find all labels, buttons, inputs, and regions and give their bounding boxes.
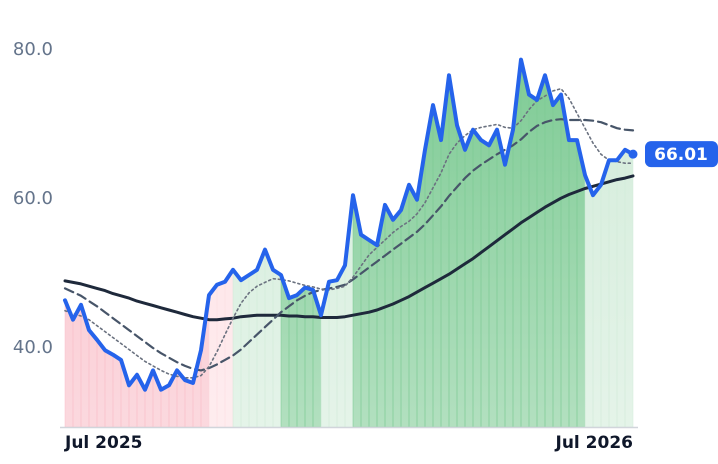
area-segment xyxy=(368,239,378,428)
area-segment xyxy=(536,75,546,428)
area-segment xyxy=(432,105,442,428)
last-value-badge xyxy=(645,141,718,168)
y-tick-label: 60.0 xyxy=(13,188,53,209)
area-segment xyxy=(224,268,234,428)
area-segment xyxy=(104,349,114,428)
area-segment xyxy=(336,265,346,428)
series-line xyxy=(64,87,634,379)
y-tick-label: 40.0 xyxy=(13,337,53,358)
area-segment xyxy=(256,249,266,428)
area-segment xyxy=(576,140,586,428)
area-segment xyxy=(184,379,194,428)
last-value-label: 66.01 xyxy=(654,145,708,165)
area-segment xyxy=(520,59,530,428)
area-segment xyxy=(72,304,82,428)
x-tick-label: Jul 2025 xyxy=(64,433,143,453)
area-segment xyxy=(272,269,282,428)
area-segment xyxy=(600,160,610,428)
area-segment xyxy=(328,279,338,428)
area-segment xyxy=(232,269,242,428)
area-segment xyxy=(624,149,634,428)
area-segment xyxy=(448,75,458,428)
area-segment xyxy=(608,159,618,428)
area-segment xyxy=(616,149,626,428)
area-segment xyxy=(208,283,218,428)
area-segment xyxy=(560,94,570,428)
area-segment xyxy=(160,384,170,428)
x-tick-label: Jul 2026 xyxy=(555,433,634,453)
area-segment xyxy=(592,184,602,428)
area-segment xyxy=(456,125,466,428)
series-line xyxy=(63,57,635,392)
area-segment xyxy=(496,129,506,428)
area-segment xyxy=(216,281,226,428)
area-segment xyxy=(248,269,258,428)
area-segment xyxy=(552,93,562,428)
area-segment xyxy=(528,94,538,428)
area-segment xyxy=(400,184,410,428)
area-segment xyxy=(544,75,554,428)
series-line xyxy=(63,118,635,372)
area-segment xyxy=(480,139,490,428)
area-segment xyxy=(504,129,514,428)
area-segment xyxy=(392,209,402,428)
area-segment xyxy=(472,128,482,428)
area-segment xyxy=(488,129,498,428)
area-segment xyxy=(96,339,106,428)
last-point xyxy=(628,149,638,159)
area-segment xyxy=(112,354,122,428)
area-segment xyxy=(304,287,314,428)
area-segment xyxy=(296,287,306,428)
y-tick-label: 80.0 xyxy=(13,39,53,60)
area-segment xyxy=(88,329,98,428)
area-segment xyxy=(568,139,578,428)
area-segment xyxy=(584,175,594,428)
area-segment xyxy=(264,249,274,428)
series-line xyxy=(63,174,635,322)
